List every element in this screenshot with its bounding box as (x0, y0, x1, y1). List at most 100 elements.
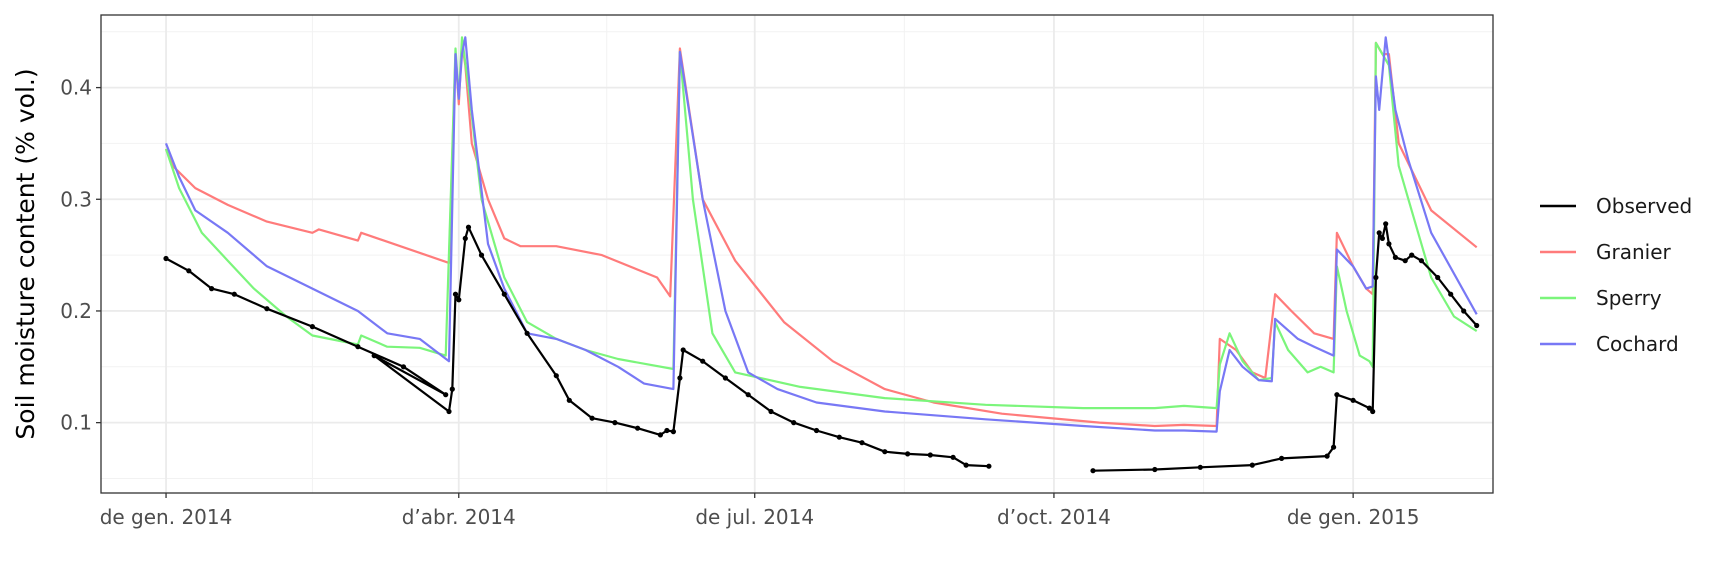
data-point-observed (1279, 455, 1285, 461)
series-layer (163, 36, 1480, 474)
data-point-observed (1383, 221, 1389, 227)
data-point-observed (443, 392, 449, 398)
data-point-observed (1435, 274, 1441, 281)
data-point-observed (657, 432, 664, 438)
data-point-observed (452, 291, 459, 297)
data-point-observed (264, 306, 270, 312)
data-point-observed (927, 452, 933, 458)
data-point-observed (1418, 258, 1424, 264)
data-point-observed (859, 440, 865, 446)
data-point-observed (1090, 468, 1096, 474)
legend-label-sperry: Sperry (1596, 286, 1662, 310)
data-point-observed (566, 397, 572, 403)
data-point-observed (478, 252, 485, 258)
x-tick-label: de jul. 2014 (695, 505, 814, 529)
data-point-observed (1386, 241, 1392, 247)
series-sperry (164, 36, 1478, 410)
data-point-observed (524, 330, 530, 336)
data-point-observed (1474, 322, 1480, 329)
data-point-observed (813, 427, 820, 434)
data-point-observed (986, 463, 992, 469)
y-tick-label: 0.2 (60, 299, 92, 323)
data-point-observed (1370, 408, 1376, 415)
series-line-observed (1092, 222, 1478, 472)
data-point-observed (722, 375, 729, 381)
legend-label-granier: Granier (1596, 240, 1672, 264)
data-point-observed (231, 291, 237, 297)
x-tick-label: de gen. 2015 (1287, 505, 1420, 529)
major-gridlines (101, 15, 1493, 493)
data-point-observed (612, 420, 618, 426)
data-point-observed (1197, 464, 1203, 470)
data-point-observed (1409, 252, 1415, 258)
data-point-observed (680, 347, 686, 353)
x-tick-label: d’oct. 2014 (997, 505, 1111, 529)
x-axis: de gen. 2014 d’abr. 2014 de jul. 2014 d’oct… (100, 493, 1420, 529)
data-point-observed (677, 375, 683, 381)
legend-label-cochard: Cochard (1596, 332, 1679, 356)
data-point-observed (462, 235, 468, 241)
data-point-observed (355, 344, 361, 350)
legend-label-observed: Observed (1596, 194, 1692, 218)
data-point-observed (1334, 392, 1340, 398)
legend-item-cochard: Cochard (1540, 332, 1679, 356)
data-point-observed (186, 268, 192, 274)
data-point-observed (664, 427, 670, 434)
data-point-observed (635, 425, 641, 431)
data-point-observed (501, 291, 507, 297)
legend: Observed Granier Sperry Cochard (1540, 194, 1692, 356)
data-point-observed (553, 373, 559, 379)
data-point-observed (1379, 235, 1385, 241)
data-point-observed (456, 297, 462, 303)
data-point-observed (309, 324, 315, 330)
data-point-observed (589, 415, 595, 421)
legend-item-granier: Granier (1540, 240, 1672, 264)
series-observed (163, 221, 1480, 474)
series-line-granier (164, 41, 1478, 428)
data-point-observed (670, 429, 677, 435)
data-point-observed (1331, 444, 1337, 450)
data-point-observed (163, 255, 169, 262)
data-point-observed (465, 224, 472, 230)
data-point-observed (1376, 230, 1382, 236)
data-point-observed (1350, 397, 1356, 403)
series-line-sperry (164, 36, 1478, 410)
data-point-observed (209, 286, 215, 292)
plot-panel-border (100, 14, 1494, 494)
data-point-observed (905, 451, 911, 457)
x-tick-label: de gen. 2014 (100, 505, 233, 529)
y-axis: 0.1 0.2 0.3 0.4 (60, 76, 101, 435)
y-axis-title: Soil moisture content (% vol.) (11, 68, 40, 439)
data-point-observed (1461, 308, 1467, 314)
minor-gridlines (101, 15, 1493, 493)
data-point-observed (1152, 466, 1158, 473)
y-tick-label: 0.3 (60, 187, 92, 211)
data-point-observed (882, 449, 888, 455)
y-tick-label: 0.4 (60, 76, 92, 100)
data-point-observed (745, 392, 751, 398)
data-point-observed (700, 358, 706, 364)
data-point-observed (371, 353, 377, 359)
data-point-observed (963, 462, 969, 468)
data-point-observed (791, 420, 797, 426)
data-point-observed (1392, 254, 1398, 260)
legend-item-sperry: Sperry (1540, 286, 1662, 310)
data-point-observed (1373, 274, 1379, 281)
data-point-observed (1324, 453, 1330, 459)
data-point-observed (950, 454, 956, 460)
y-tick-label: 0.1 (60, 411, 92, 435)
data-point-observed (768, 408, 774, 415)
data-point-observed (1448, 291, 1454, 297)
data-point-observed (446, 408, 452, 415)
legend-item-observed: Observed (1540, 194, 1692, 218)
data-point-observed (836, 434, 842, 440)
x-tick-label: d’abr. 2014 (402, 505, 516, 529)
data-point-observed (1366, 405, 1372, 411)
data-point-observed (449, 386, 455, 392)
series-granier (164, 41, 1478, 428)
series-cochard (164, 36, 1478, 433)
series-line-cochard (164, 36, 1478, 433)
data-point-observed (1402, 258, 1408, 264)
